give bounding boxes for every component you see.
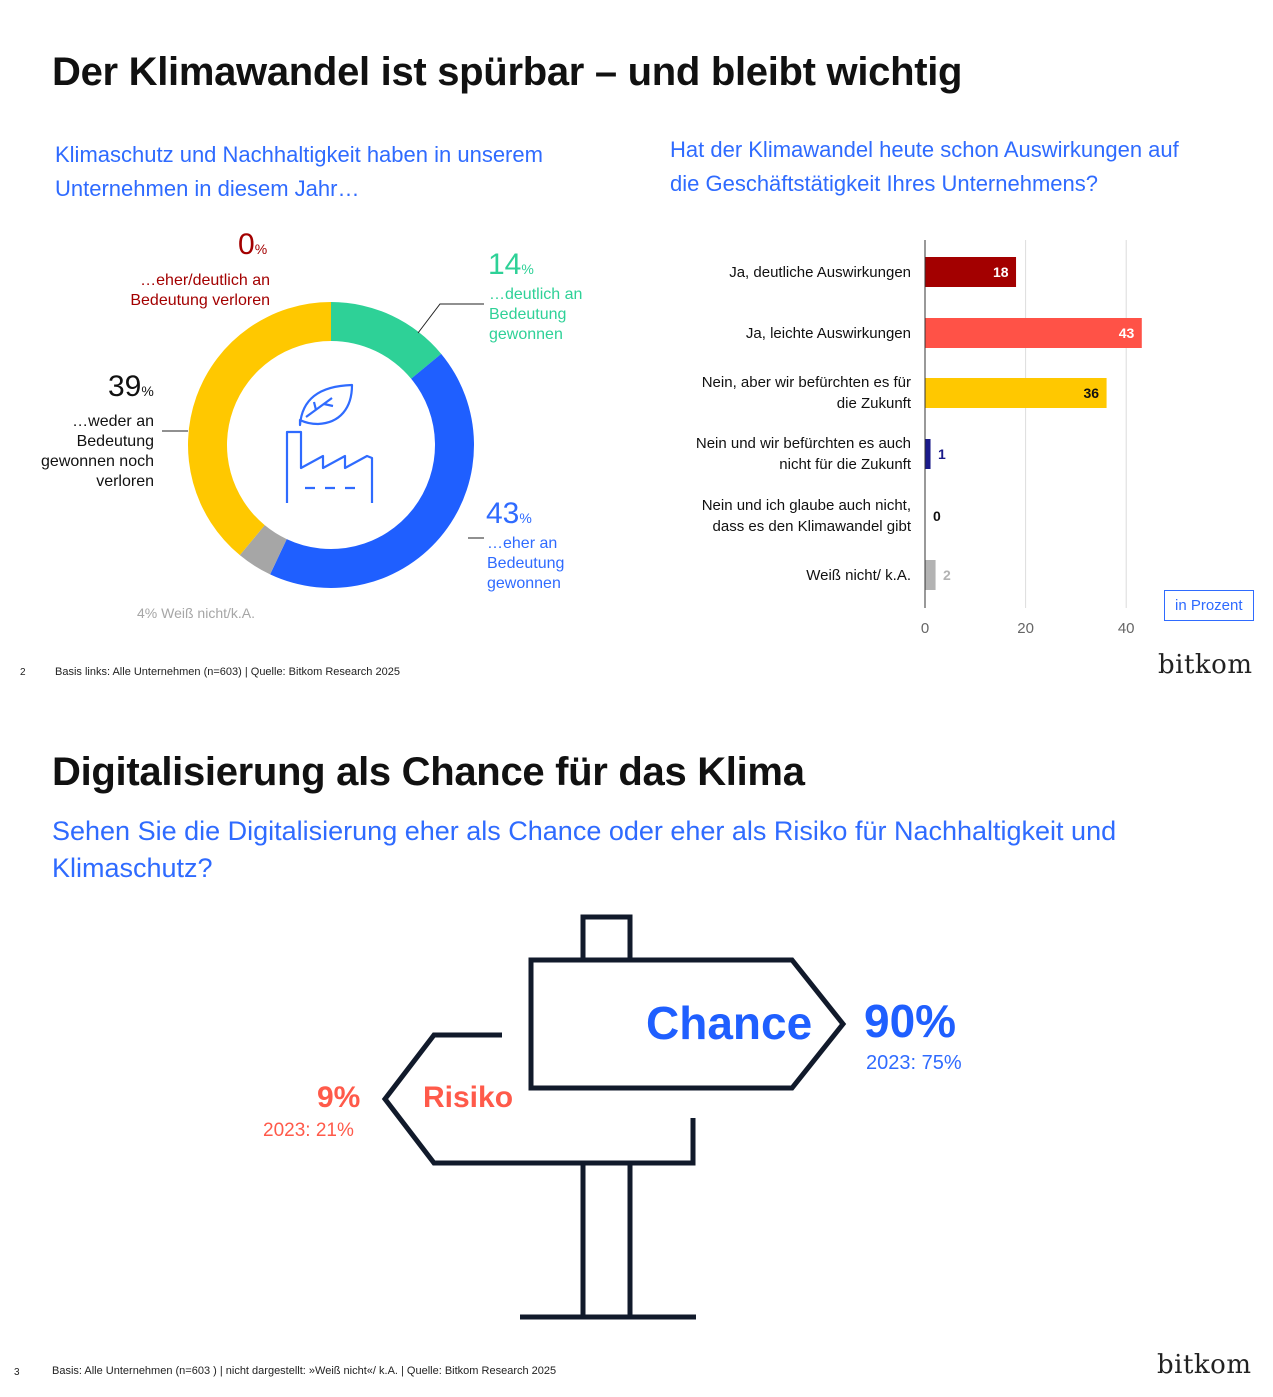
slide-digitalization: Digitalisierung als Chance für das Klima… <box>0 700 1273 1397</box>
label-rather: …eher an Bedeutung gewonnen <box>487 534 564 594</box>
donut-segment-1 <box>270 353 474 588</box>
lost-line2: Bedeutung verloren <box>130 292 270 309</box>
right-question: Hat der Klimawandel heute schon Auswirku… <box>670 133 1179 201</box>
neither-line4: verloren <box>96 473 154 490</box>
label-rather-pct: 43% <box>486 497 532 531</box>
bar-0 <box>925 257 1017 287</box>
donut-segment-0 <box>331 302 442 379</box>
bar-category-2: Nein, aber wir befürchten es für die Zuku… <box>701 374 911 412</box>
label-lost: …eher/deutlich an Bedeutung verloren <box>110 271 270 311</box>
bar-2 <box>925 378 1107 408</box>
donut-segment-2 <box>239 525 287 575</box>
strong-unit: % <box>521 261 534 277</box>
bitkom-logo-2: bitkom <box>1157 1350 1252 1380</box>
strong-value: 14 <box>488 248 522 281</box>
bar-category-0: Ja, deutliche Auswirkungen <box>729 263 911 281</box>
tick-label-20: 20 <box>1017 620 1034 637</box>
chance-prev: 2023: 75% <box>866 1052 962 1074</box>
leaf-factory-icon <box>285 383 374 503</box>
left-question: Klimaschutz und Nachhaltigkeit haben in … <box>55 138 543 206</box>
chance-value: 90% <box>864 995 957 1047</box>
risk-label: Risiko <box>423 1081 514 1114</box>
label-neither-pct: 39% <box>108 370 154 404</box>
label-dontknow: 4% Weiß nicht/k.A. <box>137 605 256 621</box>
page-number: 2 <box>20 667 26 678</box>
slide-climate: Der Klimawandel ist spürbar – und bleibt… <box>20 50 1254 680</box>
slide1-title: Der Klimawandel ist spürbar – und bleibt… <box>52 50 963 94</box>
slide2-title: Digitalisierung als Chance für das Klima <box>52 750 805 794</box>
slide2-question: Sehen Sie die Digitalisierung eher als C… <box>52 813 1116 887</box>
bitkom-logo: bitkom <box>1158 650 1253 680</box>
signpost-icon <box>381 914 847 1320</box>
strong-line2: Bedeutung <box>489 306 567 323</box>
right-question-line1: Hat der Klimawandel heute schon Auswirku… <box>670 137 1179 162</box>
lost-line1: …eher/deutlich an <box>140 272 270 289</box>
strong-line3: gewonnen <box>489 326 563 343</box>
rather-line1: …eher an <box>487 535 558 552</box>
left-question-line1: Klimaschutz und Nachhaltigkeit haben in … <box>55 142 543 167</box>
bar-value-4: 0 <box>933 508 941 524</box>
donut-segment-3 <box>188 302 331 556</box>
lost-value: 0 <box>238 228 255 261</box>
bar-value-1: 43 <box>1119 325 1135 341</box>
bar-category-1: Ja, leichte Auswirkungen <box>745 324 911 342</box>
neither-line1: …weder an <box>72 413 154 430</box>
rather-line3: gewonnen <box>487 575 561 592</box>
lost-unit: % <box>254 241 268 257</box>
label-strong-pct: 14% <box>488 248 534 282</box>
slide2-question-line1: Sehen Sie die Digitalisierung eher als C… <box>52 816 1117 846</box>
label-strong: …deutlich an Bedeutung gewonnen <box>489 285 582 345</box>
risk-value: 9% <box>317 1081 361 1114</box>
bar-value-2: 36 <box>1084 385 1100 401</box>
bar-5 <box>925 560 936 590</box>
bar-value-0: 18 <box>993 264 1009 280</box>
rather-unit: % <box>519 510 532 526</box>
label-lost-pct: 0% <box>238 228 267 262</box>
bar-category-4: Nein und ich glaube auch nicht, dass es d… <box>701 497 911 535</box>
left-question-line2: Unternehmen in diesem Jahr… <box>55 176 360 201</box>
strong-line1: …deutlich an <box>489 286 583 303</box>
leader-line-strong <box>417 303 484 334</box>
slide2-question-line2: Klimaschutz? <box>52 853 213 883</box>
chance-label: Chance <box>646 997 813 1049</box>
rather-value: 43 <box>486 497 520 530</box>
bar-value-3: 1 <box>938 446 946 462</box>
bar-category-5: Weiß nicht/ k.A. <box>806 566 911 584</box>
neither-line2: Bedeutung <box>76 433 154 450</box>
rather-line2: Bedeutung <box>487 555 565 572</box>
tick-label-40: 40 <box>1118 620 1135 637</box>
right-question-line2: die Geschäftstätigkeit Ihres Unternehmen… <box>670 171 1099 196</box>
slide1-footer: Basis links: Alle Unternehmen (n=603) | … <box>55 666 400 678</box>
donut-chart <box>162 302 484 588</box>
tick-label-0: 0 <box>921 620 929 637</box>
bar-category-3: Nein und wir befürchten es auch nicht für… <box>695 435 911 473</box>
bar-chart: 18 43 36 1 0 2 0 20 40 <box>921 240 1142 637</box>
neither-line3: gewonnen noch <box>41 453 154 470</box>
neither-value: 39 <box>108 370 142 403</box>
bar-1 <box>925 318 1142 348</box>
bar-3 <box>925 439 931 469</box>
label-neither: …weder an Bedeutung gewonnen noch verlor… <box>20 412 154 492</box>
neither-unit: % <box>141 383 154 399</box>
bar-value-5: 2 <box>943 567 951 583</box>
risk-prev: 2023: 21% <box>263 1120 354 1141</box>
unit-legend: in Prozent <box>1164 590 1254 621</box>
slide2-footer: Basis: Alle Unternehmen (n=603 ) | nicht… <box>52 1365 557 1377</box>
page-number-2: 3 <box>14 1367 20 1378</box>
